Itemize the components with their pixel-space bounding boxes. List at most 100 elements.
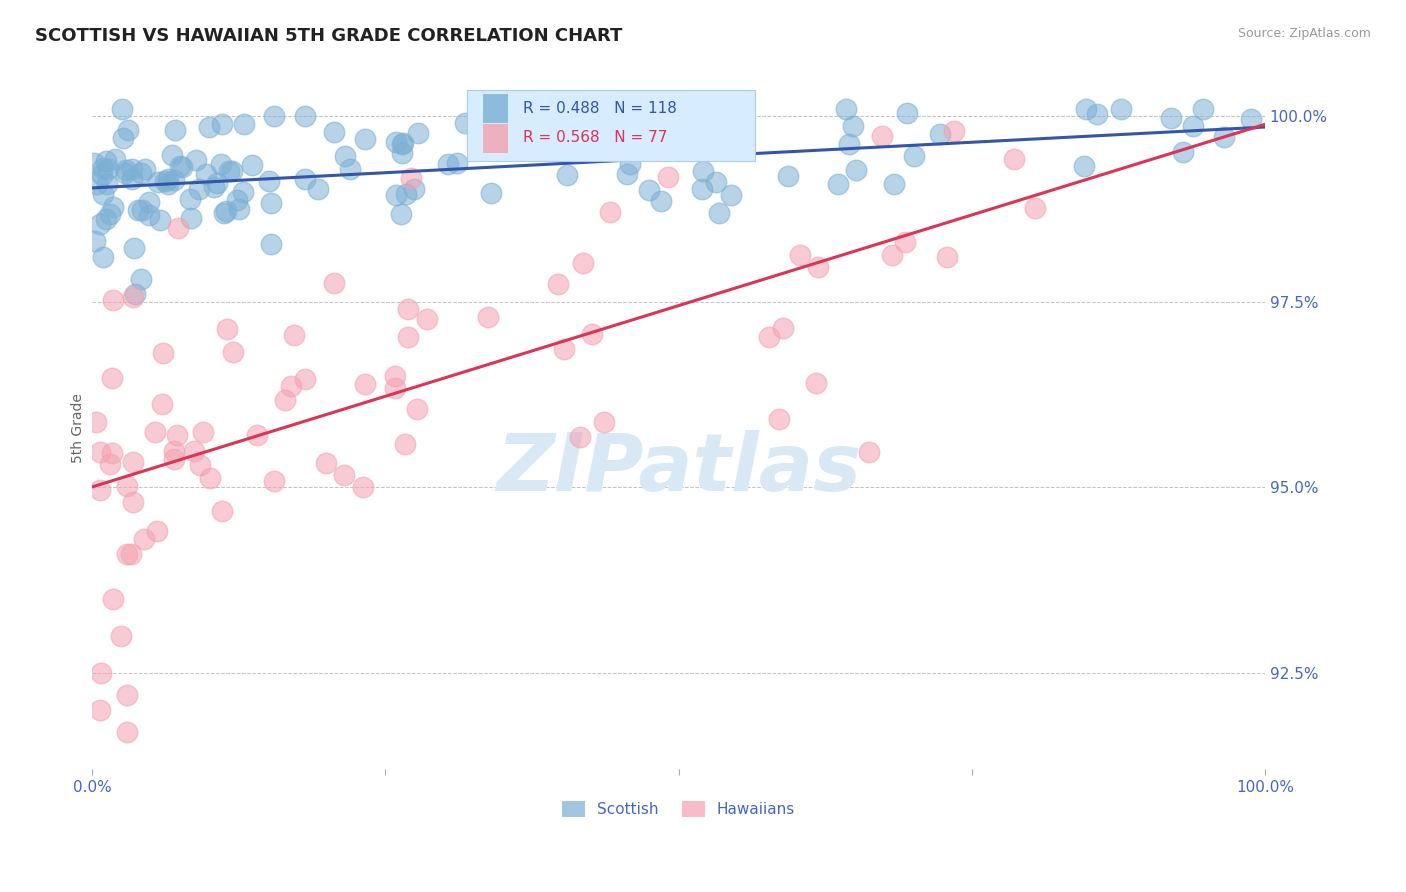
Point <box>115 725 138 739</box>
Point <box>385 188 408 202</box>
Point <box>100 446 122 460</box>
Point <box>180 211 202 226</box>
Point <box>263 474 285 488</box>
Point <box>117 122 139 136</box>
Point <box>385 135 408 149</box>
Point <box>124 241 146 255</box>
Point <box>353 132 375 146</box>
Point <box>169 159 191 173</box>
Point <box>758 330 780 344</box>
Point <box>294 172 316 186</box>
Point <box>214 205 236 219</box>
Point <box>162 173 184 187</box>
Point <box>593 415 616 429</box>
Point <box>768 412 790 426</box>
Point <box>880 248 903 262</box>
Point <box>121 455 143 469</box>
Point <box>193 425 215 439</box>
Point <box>148 175 170 189</box>
Point <box>89 703 111 717</box>
Point <box>131 202 153 217</box>
Point <box>929 128 952 142</box>
Point <box>165 123 187 137</box>
Point <box>166 428 188 442</box>
Point <box>845 162 868 177</box>
Point <box>115 547 138 561</box>
Point <box>384 369 406 384</box>
Point <box>322 126 344 140</box>
Point <box>1024 201 1046 215</box>
Point <box>184 153 207 168</box>
Point <box>479 186 502 200</box>
Point <box>870 128 893 143</box>
Point <box>776 169 799 184</box>
Point <box>257 174 280 188</box>
Point <box>215 322 238 336</box>
Point <box>322 276 344 290</box>
Point <box>202 179 225 194</box>
Point <box>232 117 254 131</box>
Point <box>1076 102 1098 116</box>
Point <box>149 213 172 227</box>
Point <box>232 185 254 199</box>
Point <box>263 109 285 123</box>
Point <box>827 177 849 191</box>
Point <box>395 187 418 202</box>
Point <box>194 167 217 181</box>
Point <box>616 168 638 182</box>
Point <box>1073 159 1095 173</box>
Point <box>91 250 114 264</box>
Point <box>596 135 619 149</box>
Point <box>280 379 302 393</box>
Point <box>96 177 118 191</box>
Point <box>650 194 672 209</box>
Point <box>89 444 111 458</box>
Point <box>548 142 571 156</box>
Point <box>354 377 377 392</box>
Point <box>121 172 143 186</box>
Point <box>619 157 641 171</box>
Point <box>222 345 245 359</box>
Point <box>1002 152 1025 166</box>
Point <box>156 172 179 186</box>
Point <box>83 156 105 170</box>
Point <box>218 164 240 178</box>
Point <box>115 688 138 702</box>
Point <box>138 208 160 222</box>
Point <box>1182 120 1205 134</box>
Point <box>581 327 603 342</box>
Point <box>706 175 728 189</box>
Point <box>402 182 425 196</box>
Point <box>101 200 124 214</box>
Point <box>211 503 233 517</box>
Text: ZIPatlas: ZIPatlas <box>496 430 860 508</box>
Point <box>145 524 167 538</box>
Point <box>294 372 316 386</box>
Point <box>692 164 714 178</box>
Bar <box>482 94 509 122</box>
Point <box>720 188 742 202</box>
Y-axis label: 5th Grade: 5th Grade <box>72 392 86 463</box>
Point <box>91 168 114 182</box>
Point <box>396 330 419 344</box>
Point <box>637 183 659 197</box>
Point <box>129 272 152 286</box>
Point <box>84 415 107 429</box>
Point <box>572 255 595 269</box>
Point <box>838 136 860 151</box>
Point <box>599 204 621 219</box>
Point <box>111 102 134 116</box>
Point <box>89 483 111 497</box>
Point <box>221 163 243 178</box>
Point <box>122 495 145 509</box>
Point <box>207 176 229 190</box>
Point <box>835 102 858 116</box>
Point <box>225 193 247 207</box>
Point <box>127 203 149 218</box>
Point <box>124 287 146 301</box>
Point <box>394 437 416 451</box>
Point <box>1212 130 1234 145</box>
Point <box>339 161 361 176</box>
Point <box>709 206 731 220</box>
Point <box>789 248 811 262</box>
